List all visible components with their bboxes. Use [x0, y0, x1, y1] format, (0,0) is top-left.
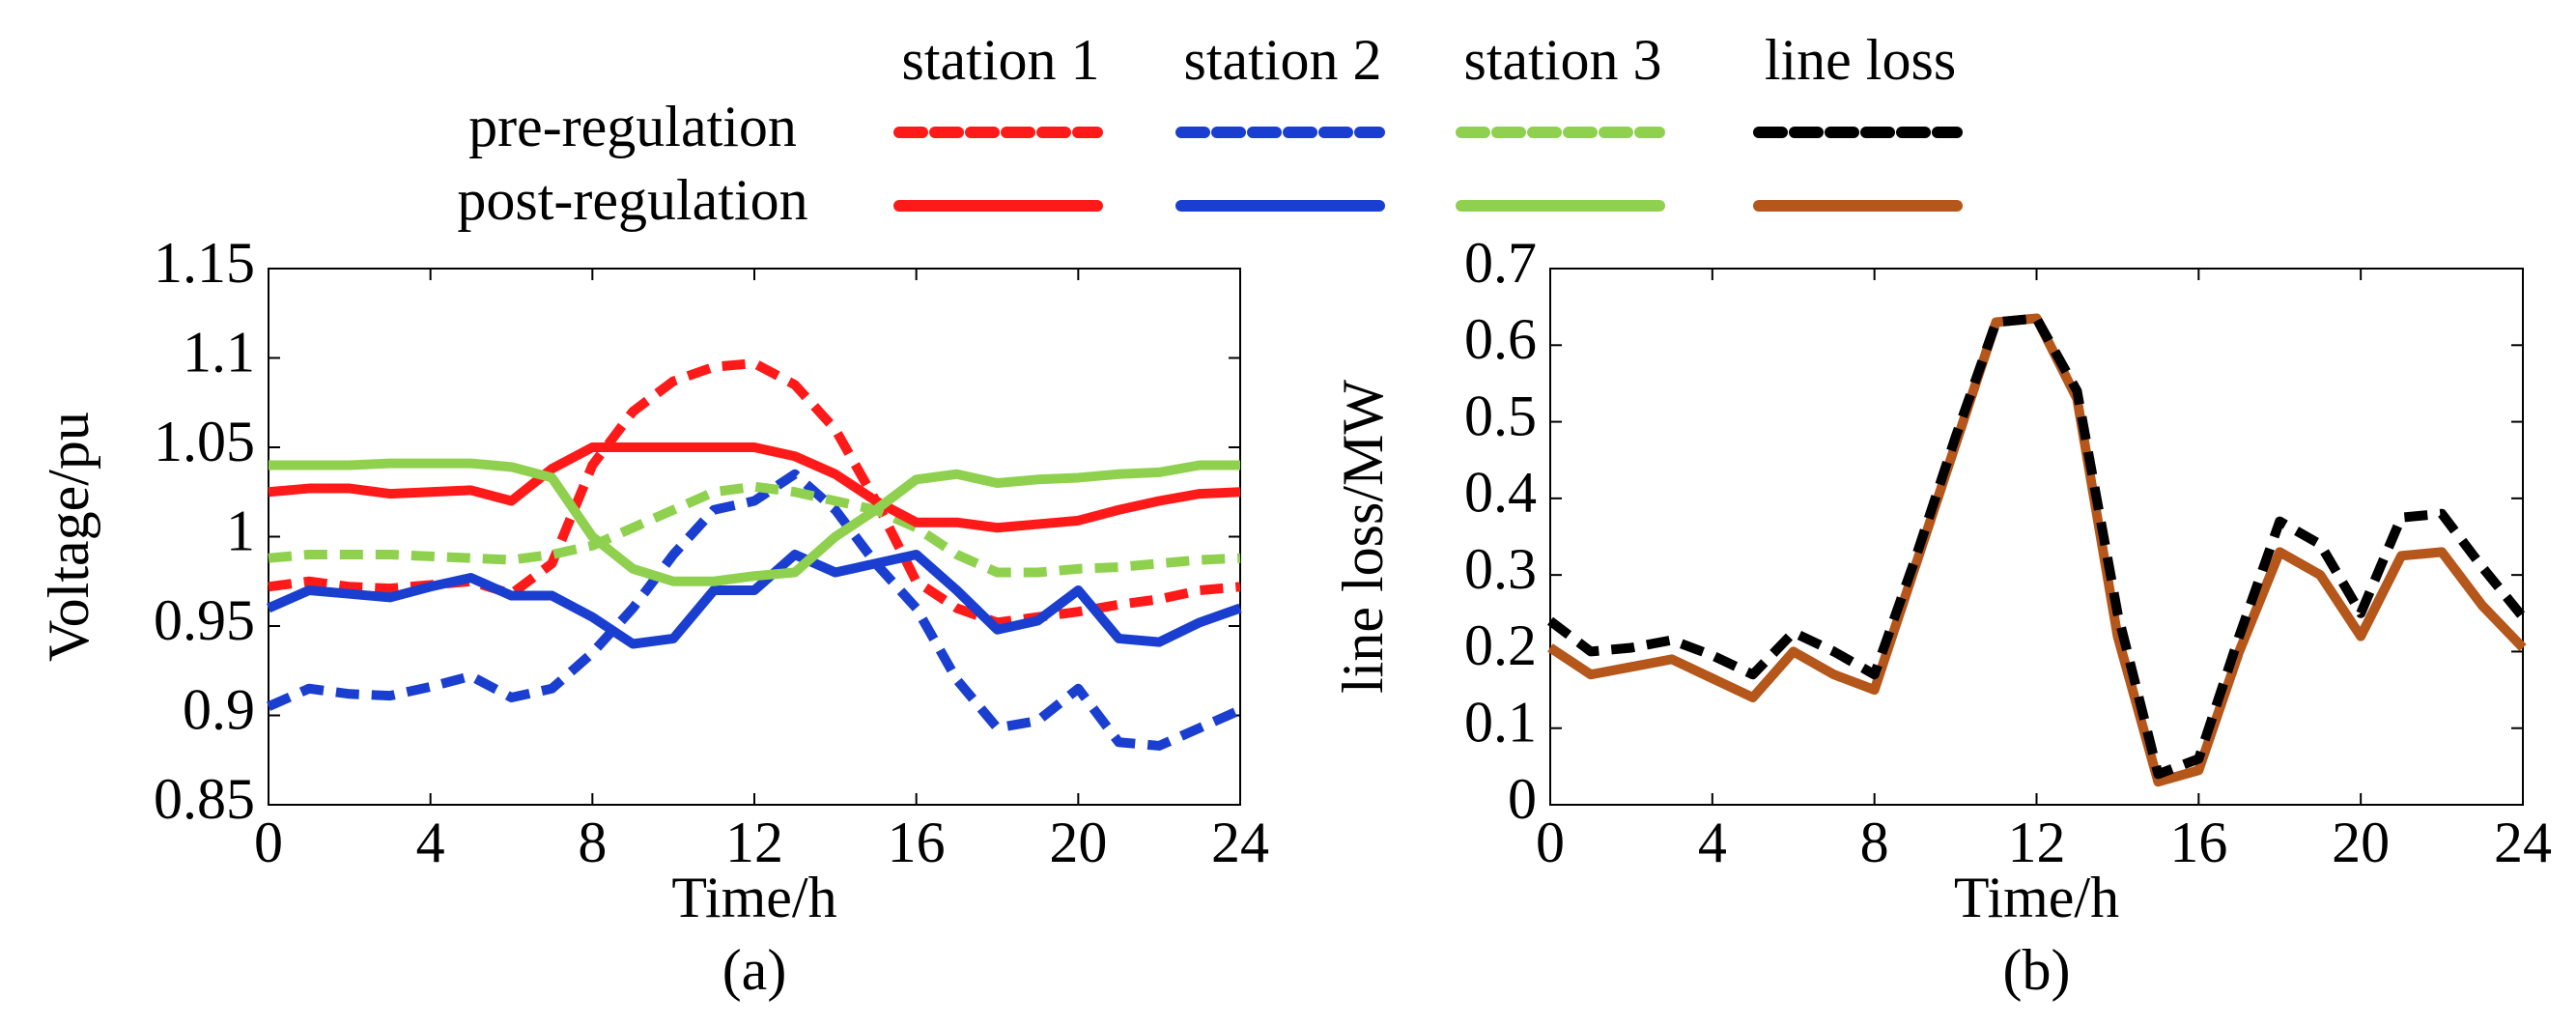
x-axis-label: Time/h	[671, 866, 836, 929]
y-tick-label: 0.6	[1464, 307, 1537, 371]
series-line	[269, 458, 1240, 586]
y-tick-label: 0.9	[183, 677, 255, 741]
legend-column-label: station 3	[1464, 28, 1662, 92]
plot-frame	[1549, 268, 2524, 806]
y-tick-label: 1.1	[183, 320, 255, 384]
x-tick-label: 20	[1049, 811, 1107, 874]
series-line	[1546, 313, 2527, 780]
y-tick-label: 0.7	[1464, 231, 1537, 295]
legend-column-label: station 1	[902, 28, 1100, 92]
x-axis-label: Time/h	[1954, 866, 2119, 929]
y-tick-label: 0.95	[154, 588, 255, 652]
y-axis-label: Voltage/pu	[37, 412, 100, 662]
caption: (a)	[722, 938, 787, 1002]
legend-row-label: pre-regulation	[468, 95, 797, 158]
x-tick-label: 24	[2494, 811, 2552, 874]
y-tick-label: 0.2	[1464, 613, 1537, 677]
plot-frame	[268, 268, 1241, 806]
y-tick-label: 0.85	[154, 767, 255, 831]
legend-column-label: station 2	[1184, 28, 1382, 92]
x-tick-label: 12	[725, 811, 783, 874]
y-tick-label: 0.5	[1464, 384, 1537, 447]
x-tick-label: 12	[2008, 811, 2066, 874]
series-line	[1547, 313, 2527, 787]
y-tick-label: 0.1	[1464, 690, 1537, 754]
series-line	[266, 550, 1242, 649]
series-line	[266, 469, 1243, 751]
y-tick-label: 0.4	[1464, 461, 1537, 525]
x-tick-label: 16	[888, 811, 946, 874]
x-tick-label: 0	[1536, 811, 1565, 874]
x-tick-label: 16	[2169, 811, 2227, 874]
y-tick-label: 0	[1508, 767, 1537, 831]
series-line	[268, 442, 1241, 533]
x-tick-label: 24	[1211, 811, 1269, 874]
y-tick-label: 1	[226, 499, 255, 562]
series-line	[268, 481, 1241, 578]
legend-row-label: post-regulation	[457, 168, 807, 232]
x-tick-label: 8	[578, 811, 607, 874]
x-tick-label: 4	[1698, 811, 1727, 874]
y-axis-label: line loss/MW	[1331, 380, 1395, 694]
caption: (b)	[2003, 938, 2071, 1002]
y-tick-label: 1.05	[154, 410, 255, 473]
x-tick-label: 4	[416, 811, 445, 874]
x-tick-label: 20	[2332, 811, 2390, 874]
x-tick-label: 8	[1860, 811, 1889, 874]
y-tick-label: 0.3	[1464, 537, 1537, 601]
y-tick-label: 1.15	[154, 231, 255, 295]
x-tick-label: 0	[254, 811, 283, 874]
legend-column-label: line loss	[1765, 28, 1956, 92]
